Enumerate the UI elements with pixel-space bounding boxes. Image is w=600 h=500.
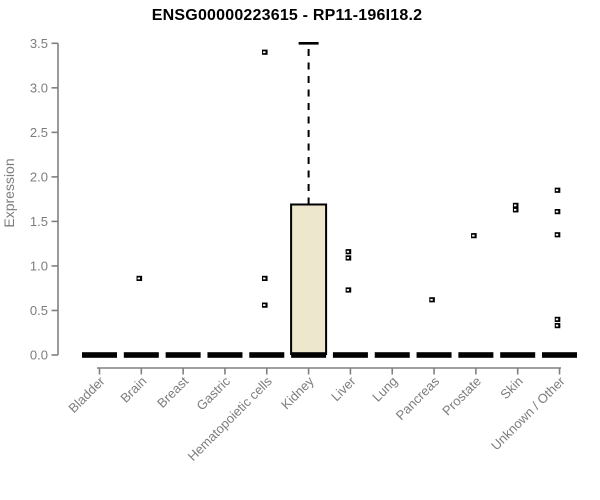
median-bar [374, 352, 410, 358]
y-tick-label: 0.0 [30, 348, 48, 363]
median-bar [500, 352, 536, 358]
outlier-point-center [346, 250, 350, 253]
median-bar [249, 352, 285, 358]
y-tick-label: 3.5 [30, 36, 48, 51]
median-bar [542, 352, 578, 358]
outlier-point-center [263, 51, 266, 54]
outlier-point-center [514, 204, 517, 207]
outlier-point-center [555, 233, 559, 236]
outlier-point-center [430, 298, 433, 301]
median-bar [123, 352, 159, 358]
outlier-point-center [555, 324, 559, 327]
x-tick-label: Bladder [65, 373, 108, 416]
median-bar [207, 352, 243, 358]
y-tick-label: 2.0 [30, 169, 48, 184]
x-tick-label: Breast [154, 373, 191, 410]
x-tick-label: Liver [328, 373, 359, 404]
outlier-point-center [263, 304, 266, 307]
box [290, 203, 328, 355]
x-tick-label: Prostate [439, 374, 484, 419]
y-tick-label: 0.5 [30, 303, 48, 318]
outlier-point-center [514, 208, 517, 211]
outlier-point-center [555, 189, 559, 192]
y-tick-label: 3.0 [30, 80, 48, 95]
y-tick-label: 1.0 [30, 258, 48, 273]
outlier-point-center [555, 210, 559, 213]
outlier-point-center [555, 318, 559, 321]
y-axis-title: Expression [1, 158, 17, 227]
outlier-point-center [263, 277, 266, 280]
median-bar [458, 352, 494, 358]
outlier-point-center [472, 234, 475, 237]
outlier-point-center [137, 277, 141, 280]
chart-title: ENSG00000223615 - RP11-196I18.2 [151, 7, 423, 24]
x-tick-label: Unknown / Other [488, 373, 568, 453]
y-tick-label: 2.5 [30, 125, 48, 140]
median-bar [332, 352, 368, 358]
x-tick-label: Lung [369, 374, 400, 405]
x-tick-label: Brain [117, 374, 149, 406]
x-tick-label: Kidney [278, 373, 317, 412]
outlier-point-center [346, 257, 350, 259]
y-tick-label: 1.5 [30, 214, 48, 229]
median-bar [165, 352, 201, 358]
x-tick-label: Gastric [193, 373, 233, 413]
median-bar [416, 352, 452, 358]
median-bar [291, 352, 327, 358]
x-tick-label: Pancreas [393, 373, 443, 423]
median-bar [82, 352, 117, 358]
x-tick-label: Skin [497, 374, 525, 402]
outlier-point-center [346, 289, 350, 291]
